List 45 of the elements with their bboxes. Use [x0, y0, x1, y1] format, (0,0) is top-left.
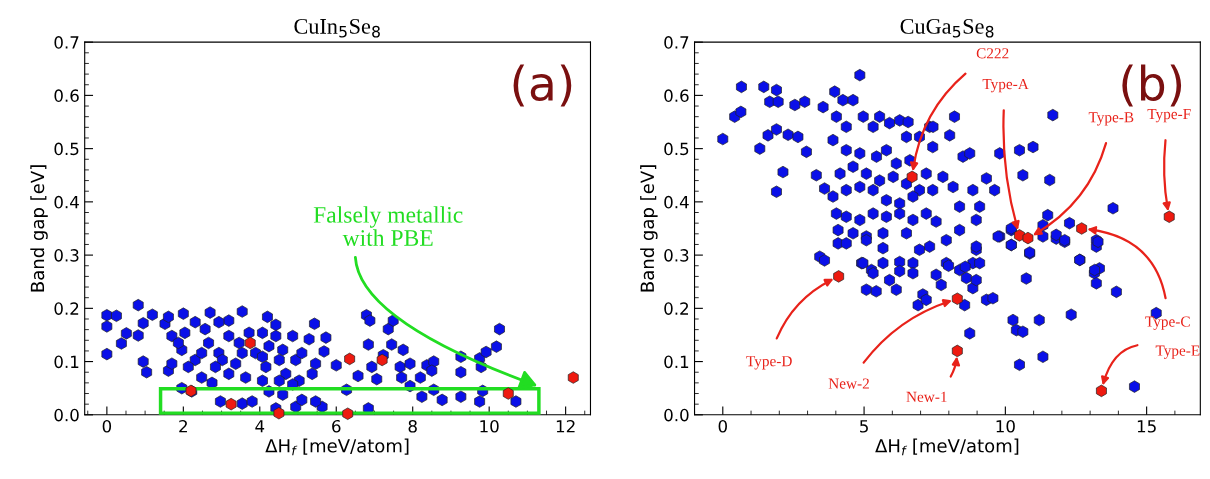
x-tick-label: 10	[996, 419, 1015, 433]
annotation: Type-B	[1088, 112, 1134, 126]
annotation: Type-C	[1145, 316, 1190, 330]
annotation: (a)	[513, 64, 572, 107]
x-axis-title: ΔH$_{f}$ [meV/atom]	[875, 438, 1019, 456]
x-tick-label: 0	[102, 419, 112, 433]
x-tick-label: 6	[332, 419, 341, 433]
y-axis-title: Band gap [eV]	[640, 165, 658, 292]
x-axis-title: ΔH$_{f}$ [meV/atom]	[265, 438, 409, 456]
x-tick-label: 10	[480, 419, 499, 433]
x-tick-label: 15	[1137, 420, 1156, 433]
y-tick-label: 0.0	[54, 408, 79, 422]
x-tick-label: 0	[718, 419, 727, 433]
y-tick-label: 0.6	[54, 89, 79, 102]
y-tick-label: 0.4	[664, 195, 689, 209]
chart-title: CuGa$_{5}$Se$_{8}$	[900, 18, 994, 38]
x-tick-label: 2	[179, 419, 187, 433]
y-axis-title: Band gap [eV]	[30, 165, 48, 292]
y-tick-label: 0.1	[54, 355, 79, 369]
y-tick-label: 0.3	[54, 249, 79, 262]
x-tick-label: 4	[255, 420, 265, 433]
annotation: New-1	[906, 391, 947, 402]
y-tick-label: 0.1	[664, 355, 689, 369]
x-tick-label: 5	[860, 420, 868, 433]
annotation: New-2	[828, 378, 869, 389]
annotation: Type-F	[1147, 109, 1191, 123]
x-tick-label: 8	[408, 419, 417, 433]
y-tick-label: 0.2	[664, 302, 689, 315]
chart-title: CuIn$_{5}$Se$_{8}$	[294, 18, 380, 38]
annotation: Falsely metallic with PBE	[313, 206, 463, 246]
annotation: Type-E	[1155, 345, 1200, 359]
y-tick-label: 0.5	[54, 142, 79, 156]
x-tick-label: 12	[556, 419, 575, 433]
y-tick-label: 0.3	[664, 249, 689, 262]
annotation: (b)	[1122, 64, 1182, 107]
annotation: Type-D	[746, 356, 792, 370]
y-tick-label: 0.0	[664, 408, 689, 422]
annotation: C222	[976, 48, 1009, 59]
y-tick-label: 0.7	[54, 36, 79, 49]
y-tick-label: 0.5	[664, 142, 689, 156]
y-tick-label: 0.2	[54, 302, 79, 315]
y-tick-label: 0.7	[664, 36, 689, 49]
y-tick-label: 0.6	[664, 89, 689, 102]
annotation: Type-A	[982, 78, 1029, 93]
y-tick-label: 0.4	[54, 195, 79, 209]
